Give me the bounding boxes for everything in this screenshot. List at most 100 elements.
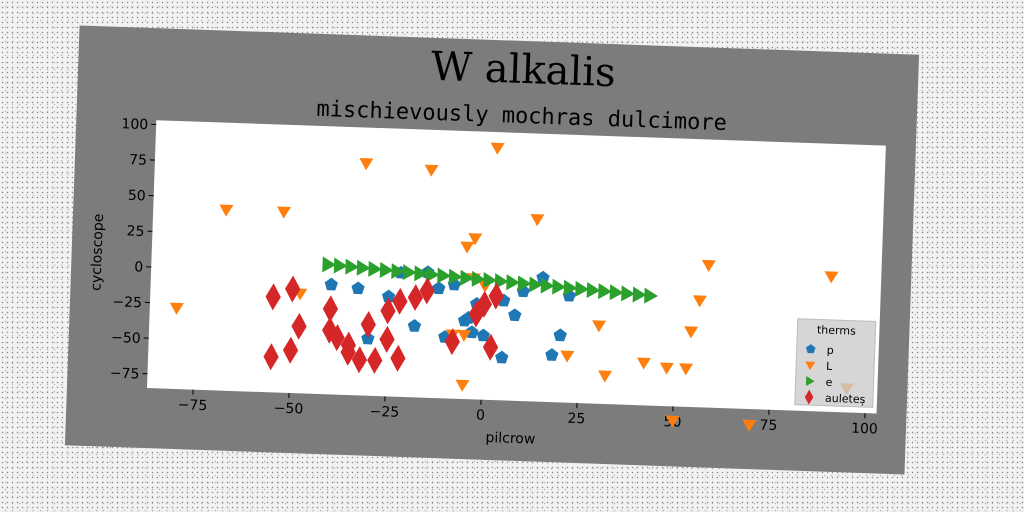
data-point-diamond [476,290,493,318]
data-point-pentagon [381,289,396,303]
data-point-triangle-right [448,268,463,285]
data-point-triangle-down [455,379,470,392]
data-point-triangle-right [322,256,337,273]
data-point-triangle-right [540,277,555,294]
data-point-diamond [380,297,396,325]
data-point-triangle-right [609,284,624,301]
data-point-triangle-down [684,326,699,339]
data-point-pentagon [545,348,559,361]
data-point-diamond [482,333,499,361]
data-point-diamond [360,310,376,338]
data-point-diamond [390,344,406,372]
data-point-diamond [419,277,435,305]
x-tick-label: 75 [759,417,777,434]
legend-label: auleteș [825,392,866,406]
data-point-pentagon [324,277,338,291]
data-point-triangle-right [494,273,509,290]
scatter-chart: W alkalis mischievously mochras dulcimor… [88,44,886,448]
chart-figure: W alkalis mischievously mochras dulcimor… [64,25,920,475]
data-point-triangle-right [460,269,475,286]
data-point-triangle-down [530,213,545,227]
data-point-diamond [329,324,345,352]
data-point-triangle-right [425,266,440,283]
data-marks [169,142,854,432]
data-point-diamond [291,312,307,340]
x-axis-label: pilcrow [485,430,535,448]
data-point-diamond [340,331,357,359]
data-point-diamond [322,316,338,344]
legend-marker [805,361,816,371]
data-point-triangle-right [575,280,590,297]
data-point-triangle-right [632,286,647,303]
legend: therms pLe auleteș [794,318,877,408]
legend-box [794,318,877,408]
data-point-triangle-right [517,275,532,292]
data-point-triangle-down [592,320,607,333]
legend-title: therms [817,323,857,337]
data-point-diamond [367,346,383,374]
legend-label: e [825,376,832,389]
data-point-triangle-right [345,258,360,275]
legend-marker [805,344,816,354]
data-point-pentagon [476,328,490,342]
data-point-triangle-right [483,271,498,288]
data-point-triangle-right [471,270,486,287]
chart-title: W alkalis [430,44,616,96]
legend-label: L [826,360,833,373]
data-point-diamond [263,343,279,371]
y-tick-label: 75 [129,152,147,169]
x-tick-label: −50 [273,400,303,417]
data-point-triangle-right [621,285,635,302]
legend-label: p [826,344,833,357]
y-tick-label: −50 [111,330,141,347]
plot-area [146,120,886,414]
y-tick-label: 0 [134,259,143,275]
y-tick-label: 50 [128,188,146,205]
data-point-triangle-right [391,263,406,280]
data-point-triangle-down [460,241,475,254]
data-point-triangle-down [824,271,839,284]
data-point-triangle-down [692,295,707,308]
y-tick-label: 25 [126,223,144,240]
data-point-triangle-right [333,257,348,274]
data-point-pentagon [361,331,375,345]
data-point-triangle-down [679,363,694,376]
data-point-triangle-down [636,357,651,370]
y-axis-label: cycloscope [88,213,107,291]
data-point-pentagon [351,281,365,295]
data-point-diamond [351,346,368,374]
data-point-triangle-right [356,259,371,276]
data-point-triangle-right [644,287,658,304]
data-point-triangle-right [563,279,578,296]
y-tick-label: −25 [112,294,142,311]
data-point-triangle-down [468,233,483,246]
data-point-triangle-right [402,264,417,281]
x-tick-label: −75 [177,397,207,414]
data-point-diamond [488,282,504,310]
data-point-triangle-down [359,158,374,171]
x-tick-label: 0 [476,408,485,424]
data-point-triangle-right [529,276,544,293]
data-point-triangle-right [437,267,452,284]
data-point-triangle-right [552,278,567,295]
data-point-triangle-down [659,362,674,375]
data-point-pentagon [508,308,522,322]
data-point-triangle-right [368,260,383,277]
legend-marker [804,389,814,405]
data-point-pentagon [553,328,567,342]
data-point-triangle-down [598,370,613,383]
data-point-diamond [285,275,301,303]
data-point-triangle-right [598,283,612,300]
data-point-diamond [407,284,424,312]
x-tick-label: 100 [851,421,878,438]
data-point-diamond [444,328,460,356]
x-tick-label: −25 [369,404,399,421]
data-point-triangle-right [414,265,429,282]
data-point-diamond [379,325,395,353]
data-point-triangle-down [219,204,234,217]
data-point-pentagon [432,281,446,295]
data-point-triangle-down [560,350,575,363]
data-point-triangle-right [379,261,394,278]
data-point-triangle-down [169,302,184,315]
